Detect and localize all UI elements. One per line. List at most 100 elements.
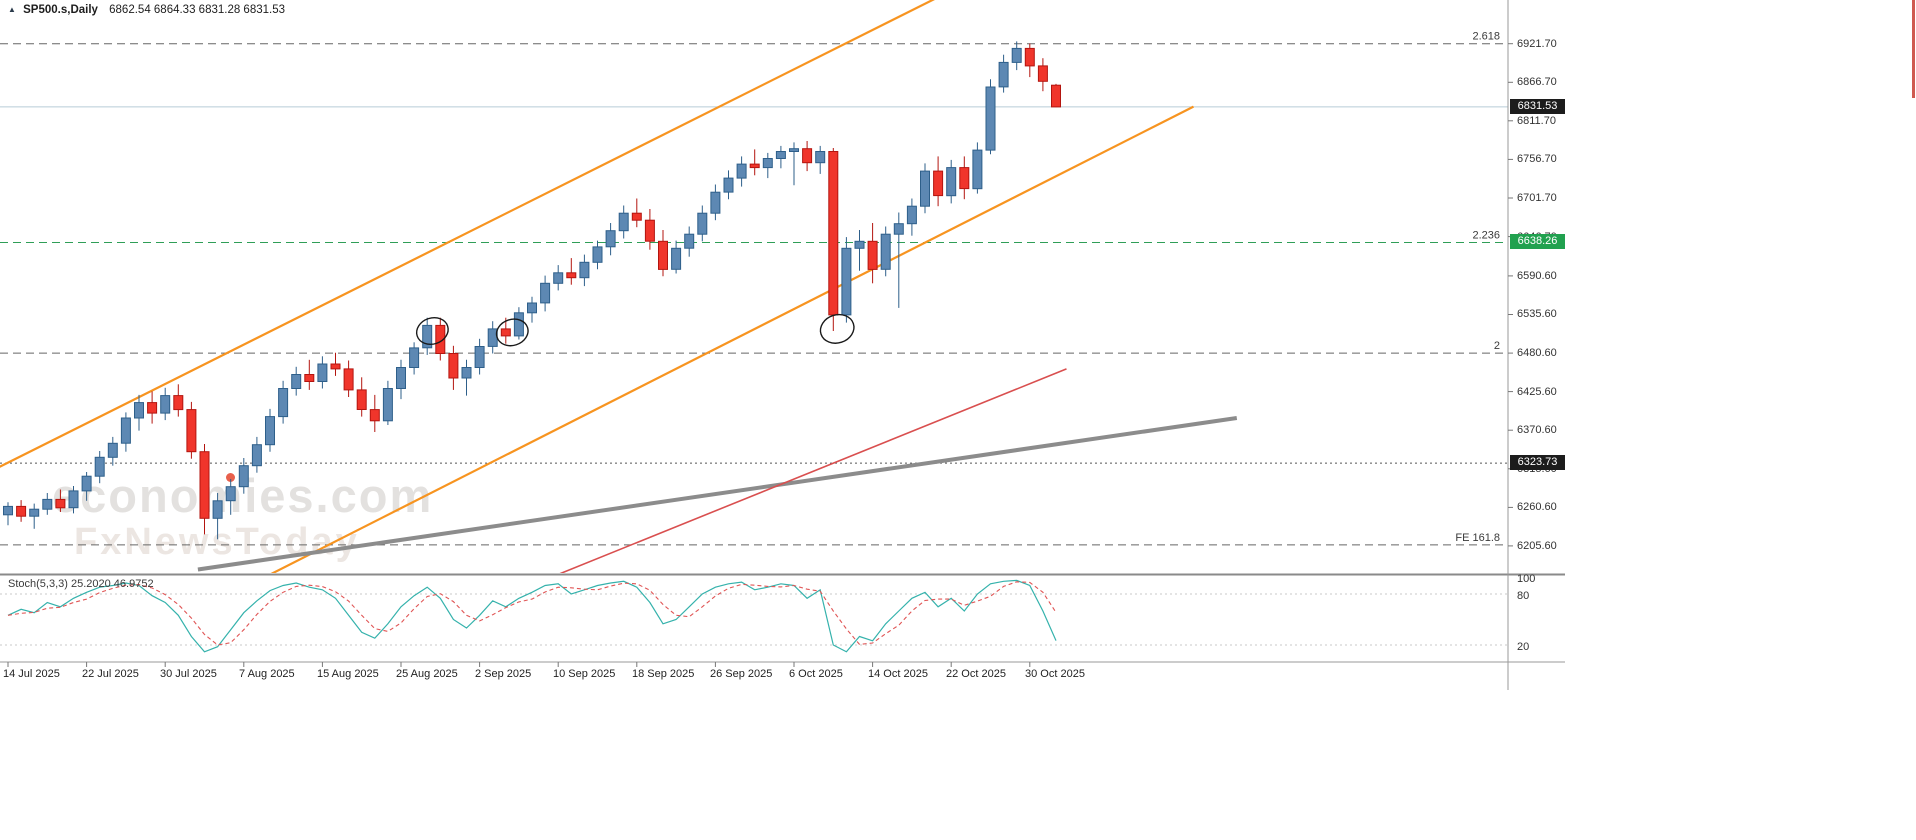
price-badge: 6831.53 xyxy=(1510,99,1565,114)
stoch-k-line xyxy=(7,579,1057,653)
candle xyxy=(671,247,682,270)
candle xyxy=(985,86,996,151)
candle xyxy=(42,498,53,510)
price-axis-label: 6756.70 xyxy=(1517,153,1557,165)
date-axis-label: 25 Aug 2025 xyxy=(396,668,458,680)
candle xyxy=(710,191,721,214)
candle xyxy=(906,205,917,225)
price-axis-label: 6370.60 xyxy=(1517,424,1557,436)
trendline xyxy=(197,416,1238,572)
candle xyxy=(500,328,511,337)
price-axis-label: 6866.70 xyxy=(1517,76,1557,88)
candle xyxy=(212,500,223,519)
candle xyxy=(3,505,13,516)
candle xyxy=(330,363,341,370)
candle xyxy=(356,389,367,410)
trendline xyxy=(0,0,935,468)
candle xyxy=(160,395,171,414)
date-axis-label: 22 Jul 2025 xyxy=(82,668,139,680)
price-axis-label: 6701.70 xyxy=(1517,192,1557,204)
level-label: FE 161.8 xyxy=(1455,532,1500,544)
candle xyxy=(723,177,734,193)
price-axis-label: 6480.60 xyxy=(1517,347,1557,359)
candle xyxy=(618,212,629,232)
candle xyxy=(422,324,433,349)
symbol-timeframe-label: SP500.s,Daily xyxy=(23,4,98,16)
candle xyxy=(1051,84,1061,108)
candle xyxy=(828,151,839,316)
watermark-dot-icon xyxy=(226,473,235,482)
candle xyxy=(592,246,603,263)
candle xyxy=(513,312,524,337)
date-axis-label: 7 Aug 2025 xyxy=(239,668,295,680)
candle xyxy=(173,395,184,411)
candle xyxy=(1024,47,1035,67)
candle xyxy=(658,240,668,270)
ellipse-annotation xyxy=(495,318,529,347)
candle xyxy=(684,233,695,249)
candle xyxy=(527,302,537,314)
candle xyxy=(382,388,393,422)
level-label: 2.618 xyxy=(1472,31,1500,43)
candle xyxy=(199,451,210,519)
price-badge: 6323.73 xyxy=(1510,455,1565,470)
candle xyxy=(775,151,786,159)
level-label: 2 xyxy=(1494,340,1500,352)
candle xyxy=(749,163,760,169)
trendline xyxy=(559,368,1067,573)
candle xyxy=(736,163,747,179)
candle xyxy=(435,324,446,354)
candle xyxy=(867,240,878,270)
candle xyxy=(553,272,564,284)
price-axis-label: 6590.60 xyxy=(1517,270,1557,282)
candle xyxy=(120,417,131,444)
candle xyxy=(55,498,66,509)
stoch-scale-label: 20 xyxy=(1517,641,1530,653)
candle xyxy=(1011,47,1022,63)
candle xyxy=(68,490,79,509)
date-axis-label: 14 Oct 2025 xyxy=(868,668,928,680)
candle xyxy=(343,368,354,391)
symbol-triangle-icon: ▲ xyxy=(8,5,16,14)
candle xyxy=(1037,65,1048,82)
candle xyxy=(461,367,472,379)
candle xyxy=(579,261,590,279)
candle xyxy=(265,416,275,446)
price-axis-label: 6535.60 xyxy=(1517,308,1557,320)
candle xyxy=(278,388,289,418)
candle xyxy=(448,353,459,379)
candle xyxy=(841,247,852,316)
candle xyxy=(81,475,92,492)
quote-ohlc-values: 6862.54 6864.33 6831.28 6831.53 xyxy=(109,4,286,16)
candle xyxy=(94,456,105,477)
date-axis-label: 30 Oct 2025 xyxy=(1025,668,1085,680)
candle xyxy=(474,346,485,368)
candle xyxy=(893,223,904,235)
candle xyxy=(854,240,865,249)
date-axis-label: 15 Aug 2025 xyxy=(317,668,379,680)
candle xyxy=(16,505,27,517)
ellipse-annotation xyxy=(415,316,449,346)
price-axis-label: 6425.60 xyxy=(1517,386,1557,398)
candle xyxy=(134,402,144,419)
quote-line: ▲ SP500.s,Daily 6862.54 6864.33 6831.28 … xyxy=(8,4,285,16)
price-axis-label: 6921.70 xyxy=(1517,38,1557,50)
candle xyxy=(946,167,957,197)
stoch-d-line xyxy=(7,581,1057,646)
candle xyxy=(29,508,40,517)
candle xyxy=(815,151,826,164)
candle xyxy=(631,212,642,221)
date-axis-label: 18 Sep 2025 xyxy=(632,668,695,680)
date-axis-label: 14 Jul 2025 xyxy=(3,668,60,680)
candle xyxy=(317,363,328,382)
date-axis-label: 2 Sep 2025 xyxy=(475,668,532,680)
price-axis-label: 6205.60 xyxy=(1517,540,1557,552)
ellipse-annotation xyxy=(819,313,855,344)
candle xyxy=(291,374,302,389)
date-axis-label: 26 Sep 2025 xyxy=(710,668,773,680)
candle xyxy=(697,212,708,235)
candle xyxy=(644,219,655,242)
date-axis-label: 30 Jul 2025 xyxy=(160,668,217,680)
stoch-scale-label: 80 xyxy=(1517,590,1530,602)
